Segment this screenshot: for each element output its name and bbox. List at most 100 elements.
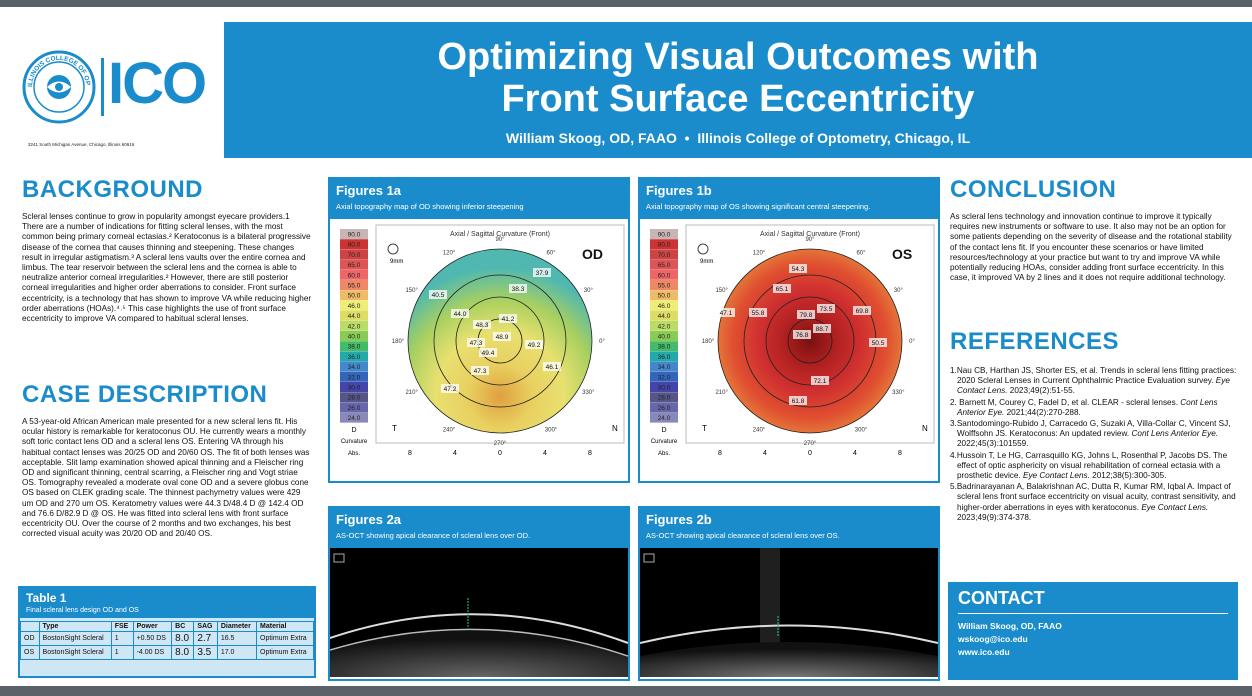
author-line: William Skoog, OD, FAAO • Illinois Colle… bbox=[505, 130, 971, 146]
table-row: OD BostonSight Scleral 1 +0.50 DS 8.0 2.7 16.5… bbox=[20, 631, 314, 646]
degree-label: 240° bbox=[753, 427, 766, 433]
degree-label: 300° bbox=[855, 427, 868, 433]
value-bg bbox=[451, 309, 469, 318]
scale-label: 40.0 bbox=[658, 334, 671, 341]
curvature-value: 69.8 bbox=[856, 308, 869, 315]
curvature-value: 37.9 bbox=[536, 270, 549, 277]
axis-tick: 0 bbox=[808, 450, 812, 457]
curvature-value: 47.1 bbox=[720, 310, 733, 317]
contact-box: CONTACT William Skoog, OD, FAAO wskoog@i… bbox=[948, 582, 1238, 680]
scale-label: 32.0 bbox=[348, 374, 361, 381]
scale-label: 36.0 bbox=[348, 354, 361, 361]
axis-tick: 8 bbox=[588, 450, 592, 457]
reference-item: 4.Hussoin T, Le HG, Carrasquillo KG, Joh… bbox=[950, 450, 1228, 481]
map-ring bbox=[455, 296, 545, 386]
degree-label: 240° bbox=[443, 427, 456, 433]
figure-2b: Figures 2b AS-OCT showing apical clearanc… bbox=[638, 506, 940, 681]
value-bg bbox=[493, 332, 511, 341]
case-heading: CASE DESCRIPTION bbox=[22, 381, 268, 408]
value-bg bbox=[499, 314, 517, 323]
mm-label: 9mm bbox=[700, 259, 713, 265]
value-bg bbox=[773, 284, 791, 293]
degree-label: 210° bbox=[715, 390, 728, 396]
reference-item: 1.Nau CB, Harthan JS, Shorter ES, et al.… bbox=[950, 366, 1237, 396]
reference-list: 1.Nau CB, Harthan JS, Shorter ES, et al.… bbox=[950, 366, 1240, 523]
scale-swatch bbox=[340, 412, 368, 423]
degree-label: 330° bbox=[892, 390, 905, 396]
curvature-value: 47.2 bbox=[444, 386, 457, 393]
degree-label: 270° bbox=[804, 441, 817, 447]
scale-swatch bbox=[340, 229, 368, 239]
map-title: Axial / Sagittal Curvature (Front) bbox=[760, 231, 860, 238]
table-cell: +0.50 DS bbox=[132, 631, 173, 646]
curvature-value: 41.2 bbox=[502, 316, 515, 323]
contact-web[interactable]: www.ico.edu bbox=[958, 647, 1010, 657]
contact-email[interactable]: wskoog@ico.edu bbox=[958, 634, 1028, 644]
scale-swatch bbox=[340, 320, 368, 331]
scale-label: 60.0 bbox=[658, 272, 671, 279]
value-bg bbox=[793, 330, 811, 339]
value-bg bbox=[813, 324, 831, 333]
scale-label: 34.0 bbox=[658, 364, 671, 371]
scale-label: 28.0 bbox=[348, 395, 361, 402]
value-bg bbox=[509, 284, 527, 293]
lens-design-table: Type FSE Power BC SAG Diameter Material OD Bosto… bbox=[20, 621, 314, 660]
curvature-value: 40.5 bbox=[432, 292, 445, 299]
value-bg bbox=[811, 376, 829, 385]
curvature-value: 54.3 bbox=[792, 266, 805, 273]
scale-label: 90.0 bbox=[348, 232, 361, 239]
figure-1a-header: Figures 1a Axial topography map of OD sho… bbox=[330, 179, 628, 219]
scale-swatch bbox=[650, 341, 678, 352]
figure-2a-title: Figures 2a bbox=[336, 512, 402, 527]
scale-label: 70.0 bbox=[658, 252, 671, 259]
degree-label: 60° bbox=[856, 251, 866, 257]
value-bg bbox=[479, 348, 497, 357]
scale-label: 26.0 bbox=[658, 405, 671, 412]
temporal-label: T bbox=[702, 424, 707, 433]
value-bg bbox=[543, 362, 561, 371]
degree-label: 30° bbox=[894, 288, 904, 294]
curvature-value: 65.1 bbox=[776, 286, 789, 293]
top-bar bbox=[0, 0, 1252, 7]
table-header-cell: FSE bbox=[110, 621, 134, 632]
value-bg bbox=[853, 306, 871, 315]
scale-swatch bbox=[340, 290, 368, 301]
topography-map-os: 90.0 80.0 70.0 65.0 60.0 55.0 50.0 46.0 44.0 42.0… bbox=[650, 224, 935, 457]
table1-header: Table 1 Final scleral lens design OD and… bbox=[20, 588, 314, 618]
scale-label: 30.0 bbox=[658, 385, 671, 392]
eye-label: OD bbox=[582, 246, 603, 262]
table-cell: OD bbox=[20, 631, 40, 646]
table-cell: Optimum Extra bbox=[256, 631, 314, 646]
scale-swatch bbox=[340, 269, 368, 280]
case-section: CASE DESCRIPTION A 53-year-old African A… bbox=[22, 381, 312, 539]
conclusion-section: CONCLUSION As scleral lens technology an… bbox=[950, 176, 1232, 283]
scale-swatch bbox=[650, 331, 678, 341]
scale-label: 50.0 bbox=[658, 293, 671, 300]
table1-title: Table 1 bbox=[26, 591, 67, 605]
figure-2b-caption: AS-OCT showing apical clearance of scler… bbox=[646, 531, 840, 540]
figure-1b-title: Figures 1b bbox=[646, 183, 712, 198]
case-text: A 53-year-old African American male pres… bbox=[22, 417, 310, 539]
topography-map-od: 90.0 80.0 70.0 65.0 60.0 55.0 50.0 46.0 44.0 42.0… bbox=[340, 224, 625, 457]
value-bg bbox=[749, 308, 767, 317]
scale-swatch bbox=[340, 351, 368, 362]
background-section: BACKGROUND Scleral lenses continue to gr… bbox=[22, 176, 312, 324]
degree-label: 150° bbox=[405, 288, 418, 294]
scale-swatch bbox=[340, 280, 368, 290]
scale-label: 44.0 bbox=[348, 313, 361, 320]
curvature-value: 48.3 bbox=[476, 322, 489, 329]
background-heading: BACKGROUND bbox=[22, 176, 203, 203]
reference-item: 3.Santodomingo-Rubido J, Carracedo G, Su… bbox=[950, 419, 1231, 449]
map-ring bbox=[433, 274, 567, 408]
address: 3241 South Michigan Avenue, Chicago, Ill… bbox=[28, 142, 135, 147]
scale-label: 80.0 bbox=[348, 242, 361, 249]
figure-1a-title: Figures 1a bbox=[336, 183, 402, 198]
map-ring bbox=[717, 248, 903, 434]
table-header-cell: BC bbox=[171, 621, 195, 632]
scale-swatch bbox=[340, 331, 368, 341]
reference-item: 5.Badrinarayanan A, Balakrishnan AC, Dut… bbox=[950, 482, 1236, 522]
value-bg bbox=[869, 338, 887, 347]
degree-label: 270° bbox=[494, 441, 507, 447]
axis-tick: 8 bbox=[898, 450, 902, 457]
axis-tick: 4 bbox=[853, 450, 857, 457]
